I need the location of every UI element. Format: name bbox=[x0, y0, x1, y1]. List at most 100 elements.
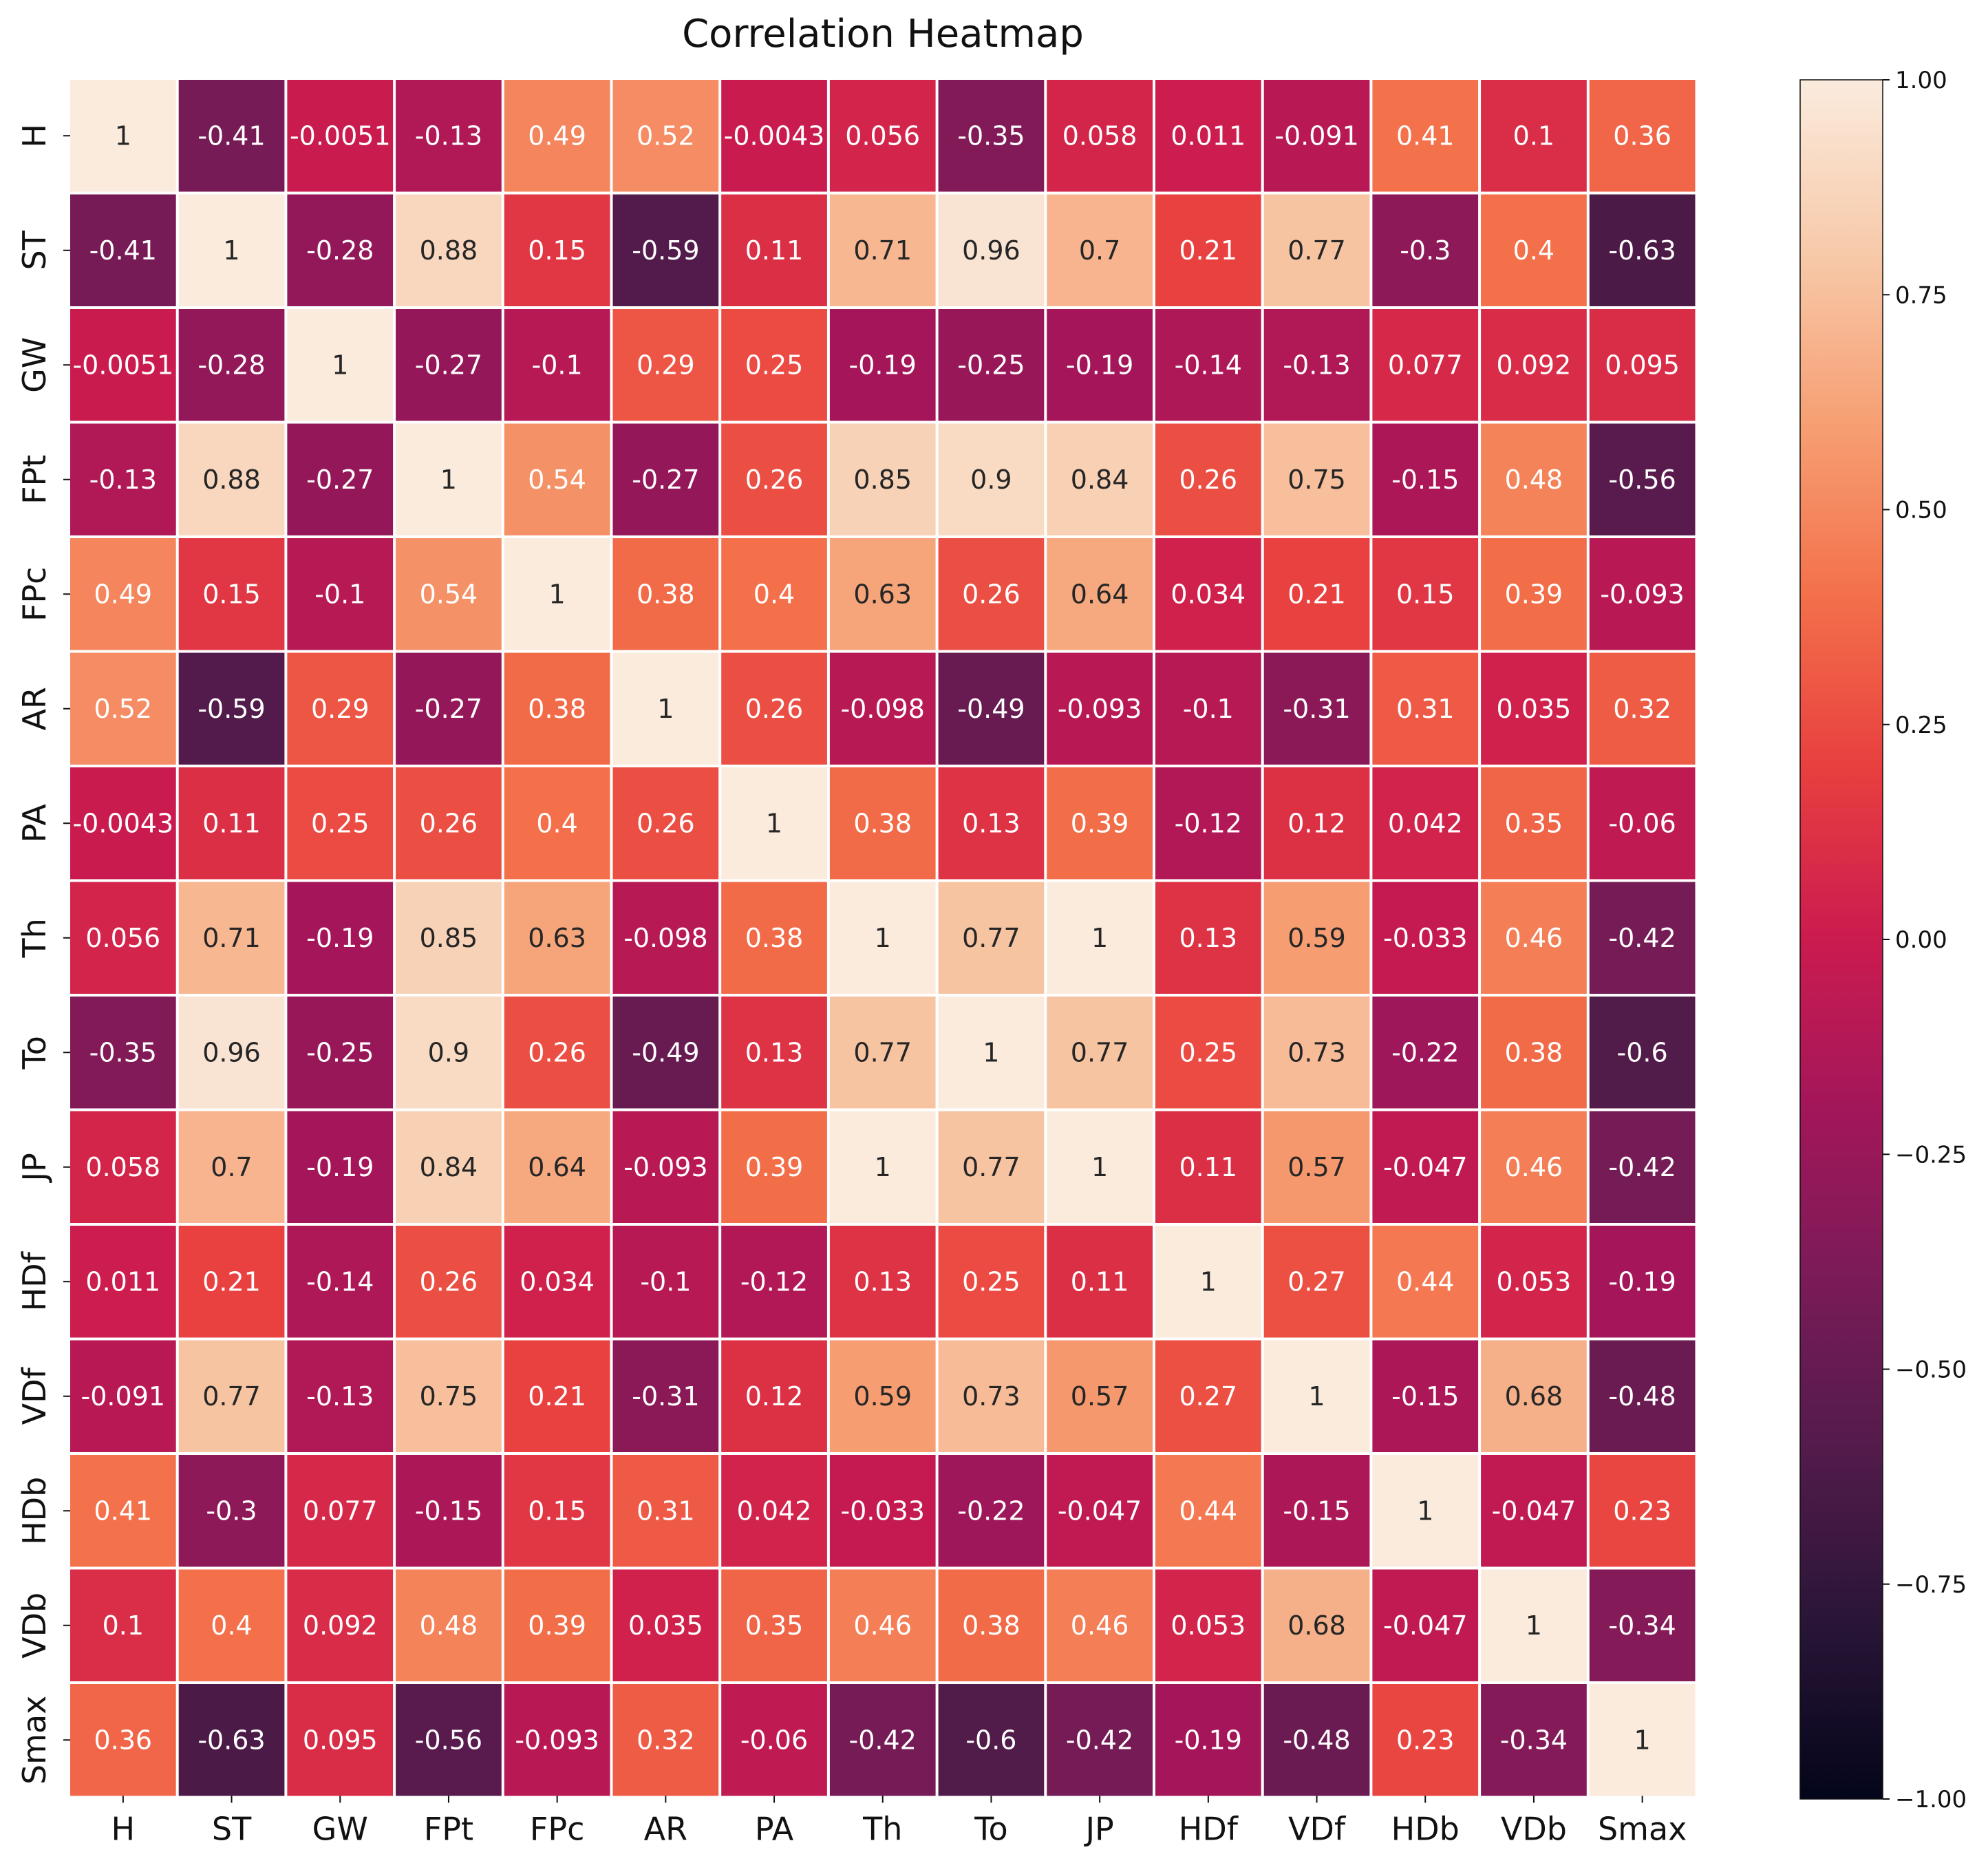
heatmap-cell bbox=[938, 1226, 1045, 1338]
y-tick-label: H bbox=[16, 124, 53, 148]
cell-value-label: 0.12 bbox=[1287, 808, 1346, 838]
heatmap-cell bbox=[1263, 997, 1370, 1109]
heatmap-cell bbox=[829, 652, 936, 765]
cell-value-label: -0.59 bbox=[197, 694, 265, 724]
cell-value-label: -0.12 bbox=[740, 1266, 808, 1297]
heatmap-cell bbox=[612, 997, 719, 1109]
cell-value-label: 0.9 bbox=[970, 465, 1012, 495]
x-tick-label: Th bbox=[862, 1811, 902, 1848]
cell-value-label: 1 bbox=[766, 808, 782, 838]
cell-value-label: -0.34 bbox=[1608, 1610, 1676, 1641]
cell-value-label: 0.73 bbox=[1287, 1037, 1346, 1067]
heatmap-cell bbox=[1481, 309, 1587, 421]
heatmap-cell bbox=[938, 1455, 1045, 1567]
cell-value-label: 0.26 bbox=[637, 808, 695, 838]
cell-value-label: -0.091 bbox=[1274, 120, 1359, 151]
heatmap-cell bbox=[938, 1684, 1045, 1796]
cell-value-label: -0.48 bbox=[1608, 1381, 1676, 1412]
heatmap-cell bbox=[1047, 997, 1153, 1109]
heatmap-cell bbox=[396, 997, 502, 1109]
cell-value-label: 0.15 bbox=[528, 235, 586, 266]
heatmap-cell bbox=[504, 652, 610, 765]
cell-value-label: 0.058 bbox=[1062, 120, 1137, 151]
heatmap-cell bbox=[1481, 1455, 1587, 1567]
cell-value-label: 1 bbox=[1200, 1266, 1217, 1297]
cell-value-label: 0.1 bbox=[1513, 120, 1554, 151]
heatmap-cell bbox=[721, 194, 827, 306]
cell-value-label: 0.077 bbox=[303, 1495, 378, 1526]
heatmap-cell bbox=[829, 882, 936, 994]
heatmap-cell bbox=[287, 423, 394, 535]
cell-value-label: -0.093 bbox=[515, 1725, 599, 1755]
cell-value-label: 0.68 bbox=[1505, 1381, 1563, 1412]
heatmap-cell bbox=[70, 80, 176, 192]
cell-value-label: -0.15 bbox=[415, 1495, 482, 1526]
x-tick-label: VDb bbox=[1501, 1811, 1567, 1848]
heatmap-cell bbox=[612, 1111, 719, 1223]
x-tick-label: HDb bbox=[1391, 1811, 1460, 1848]
cell-value-label: 0.13 bbox=[745, 1037, 804, 1067]
heatmap-cell bbox=[396, 882, 502, 994]
cell-value-label: 0.68 bbox=[1287, 1610, 1346, 1641]
cell-value-label: 0.71 bbox=[202, 923, 261, 953]
heatmap-cell bbox=[1047, 882, 1153, 994]
cell-value-label: 0.75 bbox=[420, 1381, 478, 1412]
heatmap-cell bbox=[70, 1226, 176, 1338]
cell-value-label: 0.26 bbox=[420, 1266, 478, 1297]
heatmap-cell bbox=[1481, 767, 1587, 880]
cell-value-label: 0.54 bbox=[420, 579, 478, 609]
heatmap-cell bbox=[1155, 194, 1261, 306]
heatmap-cell bbox=[178, 882, 285, 994]
cell-value-label: 0.77 bbox=[1287, 235, 1346, 266]
heatmap-cell bbox=[1263, 1684, 1370, 1796]
heatmap-cell bbox=[1263, 80, 1370, 192]
heatmap-cell bbox=[1155, 1111, 1261, 1223]
cell-value-label: -0.098 bbox=[840, 694, 925, 724]
cell-value-label: 0.39 bbox=[528, 1610, 586, 1641]
y-tick-label: AR bbox=[16, 687, 53, 730]
cell-value-label: 0.4 bbox=[211, 1610, 252, 1641]
heatmap-cell bbox=[1263, 423, 1370, 535]
heatmap-cell bbox=[1372, 538, 1479, 650]
heatmap-cell bbox=[612, 767, 719, 880]
heatmap-cell bbox=[70, 309, 176, 421]
heatmap-cell bbox=[178, 1111, 285, 1223]
heatmap-grid: 1 -0.41 -0.0051 -0.13 0.49 0.52 -0.0043 0.056 -0… bbox=[70, 80, 1696, 1796]
heatmap-cell bbox=[70, 194, 176, 306]
heatmap-cell bbox=[829, 1684, 936, 1796]
heatmap-cell bbox=[1589, 309, 1696, 421]
cell-value-label: -0.59 bbox=[632, 235, 699, 266]
heatmap-cell bbox=[1155, 1684, 1261, 1796]
cell-value-label: 0.034 bbox=[1171, 579, 1246, 609]
heatmap-cell bbox=[70, 767, 176, 880]
heatmap-cell bbox=[938, 1111, 1045, 1223]
cell-value-label: 0.011 bbox=[1171, 120, 1246, 151]
cell-value-label: 0.13 bbox=[962, 808, 1020, 838]
heatmap-cell bbox=[829, 1340, 936, 1452]
heatmap-cell bbox=[938, 538, 1045, 650]
heatmap-cell bbox=[287, 767, 394, 880]
heatmap-cell bbox=[1481, 652, 1587, 765]
cell-value-label: 0.48 bbox=[420, 1610, 478, 1641]
cell-value-label: 0.48 bbox=[1505, 465, 1563, 495]
cell-value-label: 1 bbox=[332, 350, 348, 380]
y-tick-label: HDf bbox=[16, 1250, 53, 1311]
cell-value-label: 0.15 bbox=[202, 579, 261, 609]
heatmap-cell bbox=[287, 1455, 394, 1567]
heatmap-cell bbox=[1047, 194, 1153, 306]
x-tick-label: To bbox=[974, 1811, 1007, 1848]
cell-value-label: -0.6 bbox=[965, 1725, 1016, 1755]
heatmap-cell bbox=[70, 882, 176, 994]
cell-value-label: -0.31 bbox=[632, 1381, 699, 1412]
heatmap-cell bbox=[829, 767, 936, 880]
cell-value-label: -0.56 bbox=[1608, 465, 1676, 495]
heatmap-cell bbox=[1047, 1684, 1153, 1796]
cell-value-label: 0.26 bbox=[528, 1037, 586, 1067]
cell-value-label: 0.49 bbox=[528, 120, 586, 151]
heatmap-cell bbox=[1047, 309, 1153, 421]
heatmap-cell bbox=[721, 997, 827, 1109]
cell-value-label: 0.38 bbox=[1505, 1037, 1563, 1067]
heatmap-cell bbox=[178, 1569, 285, 1681]
heatmap-cell bbox=[70, 1684, 176, 1796]
cell-value-label: -0.31 bbox=[1283, 694, 1350, 724]
